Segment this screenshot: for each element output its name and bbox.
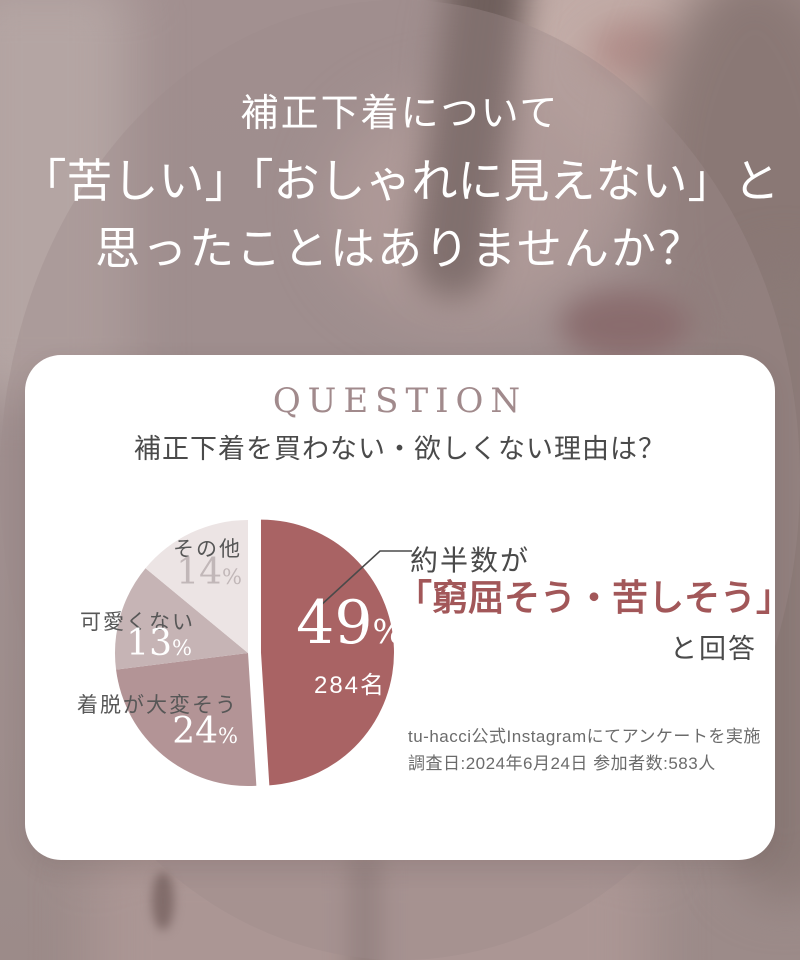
- survey-note-line1: tu-hacci公式Instagramにてアンケートを実施: [408, 727, 761, 746]
- survey-note-line2: 調査日:2024年6月24日 参加者数:583人: [408, 754, 716, 773]
- headline-line2: 「苦しい」「おしゃれに見えない」と: [20, 154, 780, 208]
- annotation-highlight: 「窮屈そう・苦しそう」: [396, 577, 793, 619]
- pie-slice: [115, 568, 248, 670]
- bg-navel-shape: [152, 872, 174, 930]
- pie-percent-hard-to-wear: 24%: [172, 711, 238, 752]
- annotation-lead: 約半数が: [410, 544, 531, 577]
- pie-slice: [116, 653, 257, 786]
- pie-percent-other: 14%: [176, 552, 242, 593]
- percent-sign: %: [372, 612, 404, 651]
- headline-line1: 補正下着について: [240, 91, 560, 135]
- pie-main-percent: 49: [296, 588, 373, 658]
- pie-label-not-cute: 可愛くない: [80, 611, 195, 634]
- bg-body-shadow-shape: [350, 850, 380, 960]
- bg-lips-shape: [590, 20, 680, 80]
- pie-slice: [260, 519, 394, 786]
- headline: 補正下着について 「苦しい」「おしゃれに見えない」と 思ったことはありませんか？: [0, 88, 800, 280]
- annotation-tail: と回答: [670, 634, 757, 665]
- survey-note: tu-hacci公式Instagramにてアンケートを実施 調査日:2024年6…: [408, 723, 761, 777]
- question-text: 補正下着を買わない・欲しくない理由は？: [134, 434, 666, 464]
- pie-chart: [115, 519, 394, 786]
- headline-line3: 思ったことはありませんか？: [95, 222, 705, 275]
- pie-main-value: 49%: [270, 593, 430, 653]
- pie-main-count: 284名: [313, 672, 387, 699]
- leader-line: [319, 550, 412, 607]
- pie-percent-not-cute: 13%: [126, 623, 192, 664]
- bg-bra-shape: [560, 290, 690, 360]
- question-card: QUESTION 補正下着を買わない・欲しくない理由は？ 49% 284名 その…: [25, 355, 792, 860]
- pie-label-hard-to-wear: 着脱が大変そう: [77, 694, 238, 717]
- pie-label-other: その他: [173, 538, 242, 561]
- pie-slice: [145, 520, 248, 653]
- section-label: QUESTION: [272, 381, 528, 421]
